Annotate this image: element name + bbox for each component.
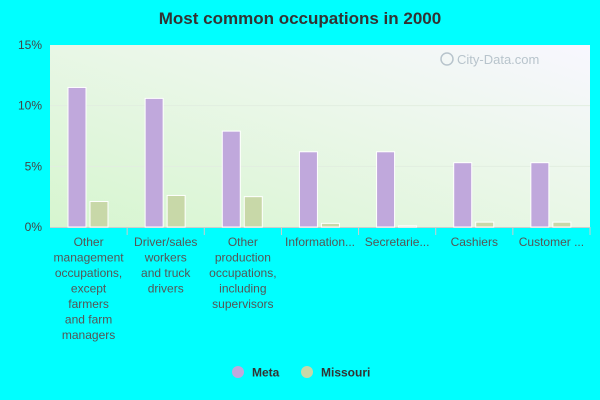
chart-title: Most common occupations in 2000 [159, 9, 441, 28]
bar-meta-3 [298, 151, 318, 228]
y-axis: 0% 5% 10% 15% [18, 38, 42, 234]
x-tick-label: Information... [285, 235, 355, 249]
y-tick-label: 5% [25, 159, 43, 173]
y-tick-label: 15% [18, 38, 42, 52]
x-tick-label: Secretarie... [365, 235, 430, 249]
plot-area [50, 45, 590, 227]
bar-missouri-3 [320, 222, 340, 228]
x-tick-label: Driver/sales workers and truck drivers [134, 235, 197, 296]
bar-meta-2 [221, 130, 241, 228]
bar-meta-1 [144, 97, 164, 228]
bar-meta-6 [530, 162, 550, 228]
watermark: City-Data.com [440, 52, 539, 67]
legend-swatch-missouri [301, 366, 313, 378]
bar-missouri-4 [398, 225, 418, 228]
bar-missouri-5 [475, 221, 495, 228]
bar-missouri-0 [89, 201, 109, 228]
bar-meta-0 [67, 86, 87, 228]
bar-missouri-6 [552, 221, 572, 228]
bar-missouri-2 [243, 196, 263, 228]
watermark-text: City-Data.com [457, 52, 539, 67]
x-axis: Other management occupations, except farmers… [54, 227, 591, 342]
gridlines [50, 105, 590, 228]
y-tick-label: 10% [18, 99, 42, 113]
legend-label-meta: Meta [252, 366, 280, 380]
bar-meta-5 [453, 162, 473, 228]
y-tick-label: 0% [25, 220, 43, 234]
bar-missouri-1 [166, 194, 186, 228]
legend-label-missouri: Missouri [321, 366, 370, 380]
x-tick-label: Customer ... [519, 235, 584, 249]
bars [67, 86, 572, 228]
x-tick-label: Other management occupations, except farmers… [54, 235, 125, 342]
x-tick-label: Other production occupations, including supe… [209, 235, 276, 311]
x-tick-label: Cashiers [451, 235, 498, 249]
bar-meta-4 [376, 151, 396, 228]
legend-swatch-meta [232, 366, 244, 378]
legend: Meta Missouri [232, 366, 370, 380]
